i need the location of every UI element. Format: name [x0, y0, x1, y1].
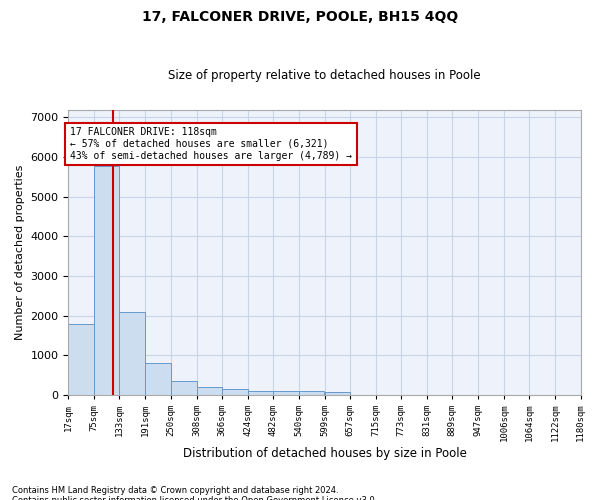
Bar	[119, 312, 145, 395]
Text: 17 FALCONER DRIVE: 118sqm
← 57% of detached houses are smaller (6,321)
43% of se: 17 FALCONER DRIVE: 118sqm ← 57% of detac…	[70, 128, 352, 160]
Bar	[68, 324, 94, 395]
Text: 17, FALCONER DRIVE, POOLE, BH15 4QQ: 17, FALCONER DRIVE, POOLE, BH15 4QQ	[142, 10, 458, 24]
Bar	[222, 389, 248, 395]
Bar	[94, 166, 119, 395]
Text: Contains public sector information licensed under the Open Government Licence v3: Contains public sector information licen…	[12, 496, 377, 500]
Bar	[325, 392, 350, 395]
Y-axis label: Number of detached properties: Number of detached properties	[15, 164, 25, 340]
Bar	[299, 391, 324, 395]
X-axis label: Distribution of detached houses by size in Poole: Distribution of detached houses by size …	[182, 447, 466, 460]
Bar	[145, 363, 170, 395]
Bar	[273, 391, 299, 395]
Bar	[197, 387, 222, 395]
Title: Size of property relative to detached houses in Poole: Size of property relative to detached ho…	[168, 69, 481, 82]
Text: Contains HM Land Registry data © Crown copyright and database right 2024.: Contains HM Land Registry data © Crown c…	[12, 486, 338, 495]
Bar	[171, 382, 197, 395]
Bar	[248, 390, 273, 395]
